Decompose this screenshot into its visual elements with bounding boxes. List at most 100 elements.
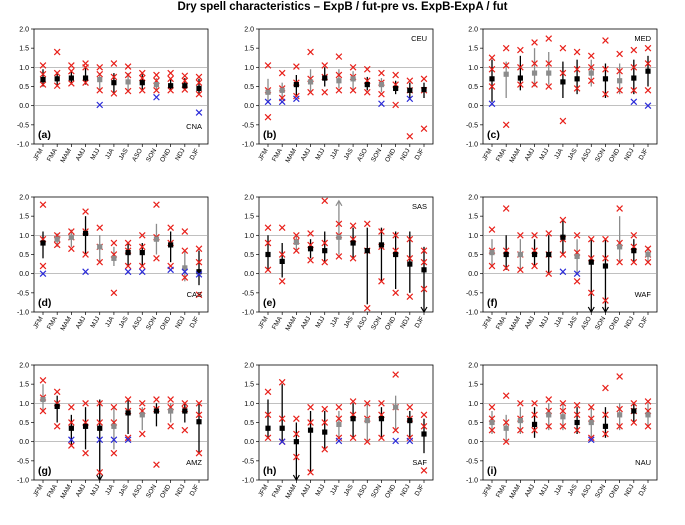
marker-stroke — [545, 270, 553, 277]
marker-stroke — [573, 232, 581, 239]
marker-stroke — [392, 101, 399, 109]
region-label: SAS — [412, 202, 427, 211]
month-label: AMJ — [300, 148, 313, 163]
marker-stroke — [195, 400, 203, 407]
marker-stroke — [335, 71, 343, 79]
center-marker-ndj — [182, 408, 188, 414]
marker-stroke — [559, 268, 567, 276]
marker-stroke — [378, 228, 385, 235]
center-marker-jas — [125, 249, 131, 256]
center-marker-jja — [111, 255, 117, 261]
marker-stroke — [181, 268, 189, 276]
region-label: AMZ — [186, 458, 202, 467]
member-marker — [406, 403, 414, 411]
member-marker — [602, 411, 609, 419]
member-marker — [110, 403, 118, 411]
month-label: SON — [145, 147, 158, 163]
center-marker-jas — [574, 76, 580, 82]
member-marker — [82, 64, 89, 71]
marker-stroke — [349, 87, 357, 94]
blue-marker — [573, 270, 581, 277]
member-marker — [517, 232, 524, 239]
panel-letter: (h) — [263, 465, 276, 477]
member-marker — [124, 87, 132, 95]
center-marker-jja — [560, 234, 566, 240]
y-tick-label: 2.0 — [19, 195, 29, 202]
month-label: DJF — [638, 147, 650, 161]
member-marker — [545, 396, 553, 403]
member-marker — [573, 401, 581, 409]
y-tick-label: 0.0 — [468, 439, 478, 446]
month-label: ASO — [356, 484, 369, 499]
member-marker — [153, 461, 160, 468]
marker-stroke — [293, 95, 300, 103]
marker-stroke — [167, 69, 174, 77]
center-marker-ndj — [631, 408, 637, 414]
marker-stroke — [138, 69, 146, 77]
center-marker-jja — [560, 414, 566, 420]
member-marker — [602, 37, 609, 44]
center-marker-amj — [531, 251, 538, 258]
marker-stroke — [630, 419, 638, 426]
member-marker — [167, 396, 174, 403]
member-marker — [124, 396, 132, 403]
panel-ceu: -1.0 -0.5 0.0 0.5 1.0 1.5 2.0 JFM FMA MAM AMJ MJJ JJ… — [242, 27, 434, 164]
blue-marker — [181, 268, 189, 276]
member-marker — [488, 54, 496, 62]
member-marker — [531, 39, 538, 46]
member-marker — [349, 222, 357, 230]
member-marker — [321, 197, 329, 205]
member-marker — [124, 434, 132, 442]
month-label: OND — [608, 315, 621, 331]
month-label: SON — [370, 147, 383, 163]
marker-stroke — [406, 95, 414, 103]
marker-stroke — [82, 400, 89, 407]
member-marker — [167, 423, 174, 430]
month-label: MAM — [59, 316, 73, 333]
center-marker-fma — [503, 425, 509, 431]
month-label: FMA — [271, 483, 284, 499]
member-marker — [502, 438, 510, 445]
marker-stroke — [616, 50, 623, 58]
marker-stroke — [602, 297, 609, 304]
center-marker-mam — [517, 75, 523, 81]
marker-stroke — [307, 88, 314, 96]
marker-stroke — [392, 426, 399, 434]
marker-stroke — [167, 224, 174, 231]
marker-stroke — [153, 201, 160, 208]
marker-stroke — [321, 239, 329, 247]
marker-stroke — [138, 87, 146, 94]
marker-stroke — [349, 398, 357, 405]
blue-marker — [335, 437, 343, 445]
month-label: JJA — [553, 483, 565, 496]
y-tick-label: -0.5 — [466, 458, 478, 465]
marker-stroke — [167, 87, 174, 94]
marker-stroke — [602, 90, 609, 98]
center-marker-fma — [503, 251, 509, 258]
marker-stroke — [124, 71, 132, 79]
marker-stroke — [392, 71, 399, 79]
month-label: DJF — [414, 483, 426, 497]
month-label: MAM — [508, 484, 522, 501]
month-label: AMJ — [524, 316, 537, 331]
member-marker — [587, 52, 595, 60]
marker-stroke — [378, 400, 385, 407]
member-marker — [644, 423, 652, 430]
member-marker — [602, 65, 609, 73]
member-marker — [502, 419, 510, 426]
month-label: DJF — [638, 315, 650, 329]
member-marker — [195, 73, 203, 81]
marker-stroke — [321, 405, 329, 413]
month-label: MAM — [284, 484, 298, 501]
marker-stroke — [531, 60, 538, 67]
center-marker-aso — [364, 417, 370, 424]
marker-stroke — [264, 98, 272, 106]
month-label: AMJ — [75, 316, 88, 331]
y-tick-label: 0.5 — [244, 420, 254, 427]
center-marker-djf — [645, 251, 651, 258]
center-marker-jas — [350, 240, 356, 246]
member-marker — [195, 411, 203, 419]
month-label: OND — [608, 483, 621, 499]
center-marker-ndj — [407, 87, 413, 93]
center-marker-son — [378, 416, 385, 422]
